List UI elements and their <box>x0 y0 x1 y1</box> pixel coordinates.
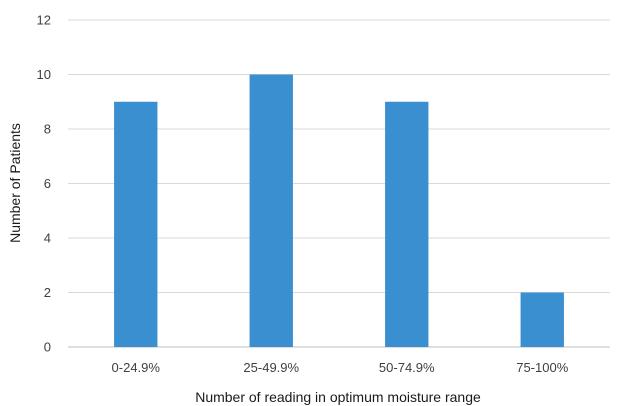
x-tick-label: 75-100% <box>516 360 568 375</box>
x-tick-label: 0-24.9% <box>112 360 161 375</box>
y-axis-title: Number of Patients <box>7 123 23 243</box>
x-tick-label: 50-74.9% <box>379 360 435 375</box>
bar <box>520 292 564 347</box>
y-tick-label: 2 <box>44 285 51 300</box>
y-tick-label: 0 <box>44 340 51 355</box>
y-tick-label: 4 <box>44 231 51 246</box>
y-tick-label: 10 <box>37 67 51 82</box>
y-axis-ticks: 0 2 4 6 8 10 12 <box>37 13 51 355</box>
gridlines <box>68 19 610 348</box>
bar <box>114 101 158 347</box>
y-tick-label: 8 <box>44 122 51 137</box>
y-tick-label: 12 <box>37 13 51 28</box>
bar <box>249 74 293 347</box>
bars <box>114 74 564 347</box>
x-tick-label: 25-49.9% <box>243 360 299 375</box>
bar <box>385 101 429 347</box>
x-axis-title: Number of reading in optimum moisture ra… <box>195 389 481 405</box>
y-tick-label: 6 <box>44 176 51 191</box>
x-axis-ticks: 0-24.9% 25-49.9% 50-74.9% 75-100% <box>112 360 569 375</box>
